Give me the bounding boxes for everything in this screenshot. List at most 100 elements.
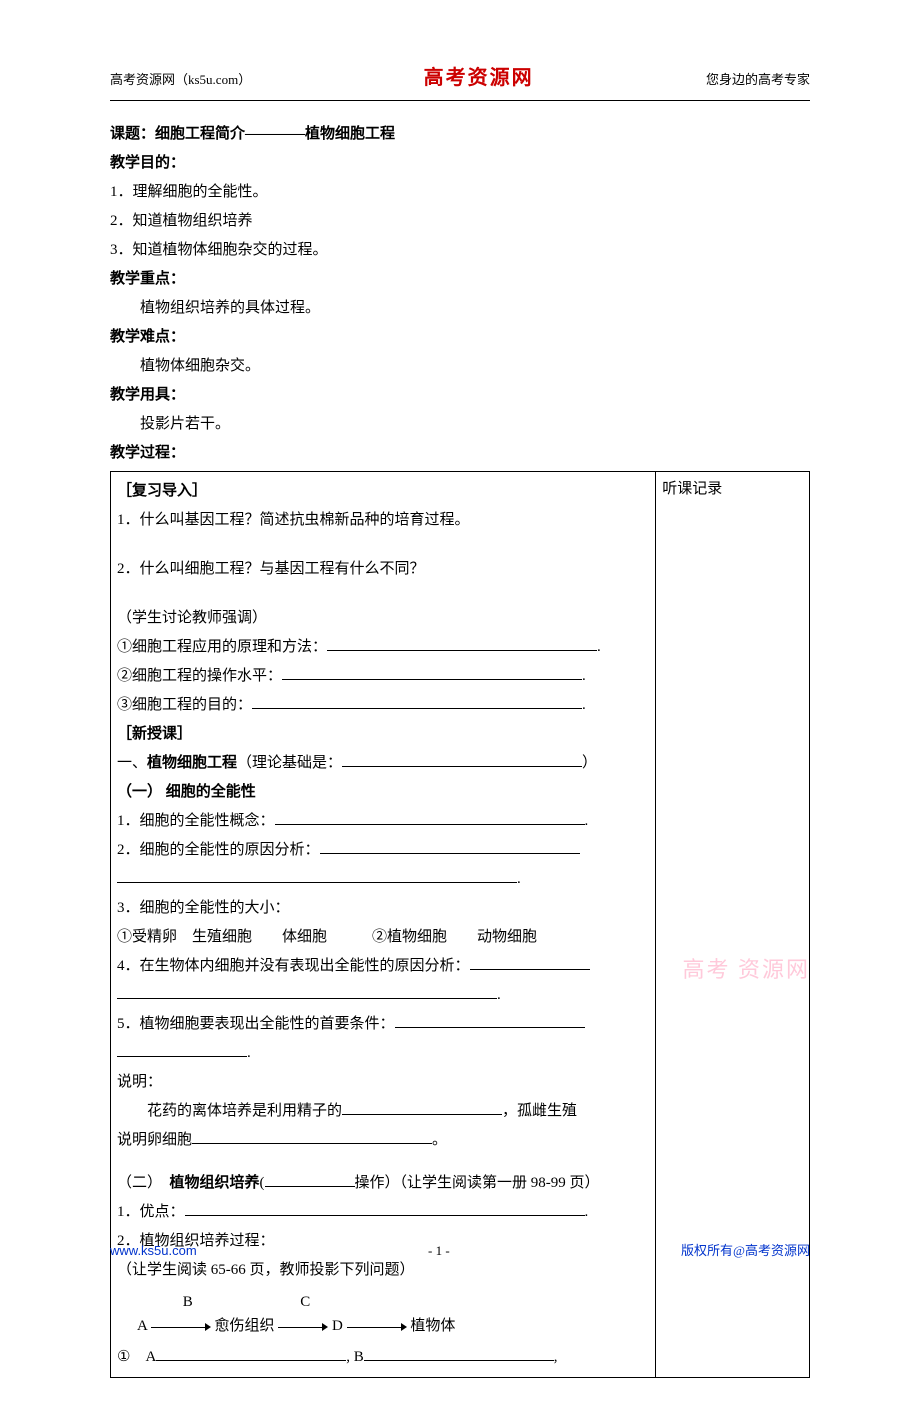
explain2-post: 。 xyxy=(432,1132,447,1148)
arrow-icon xyxy=(347,1319,407,1334)
trailing-comma: , xyxy=(554,1349,558,1365)
explain2-pre: 说明卵细胞 xyxy=(117,1132,192,1148)
p5-text: 5．植物细胞要表现出全能性的首要条件： xyxy=(117,1016,395,1032)
process-label: 教学过程： xyxy=(110,440,810,467)
header-left: 高考资源网（ks5u.com） xyxy=(110,68,251,91)
lesson-title: 课题：细胞工程简介————植物细胞工程 xyxy=(110,121,810,148)
diag-callus: 愈伤组织 xyxy=(215,1318,275,1334)
blank xyxy=(117,1056,247,1057)
discuss-note: （学生讨论教师强调） xyxy=(117,605,649,632)
review-q2: 2．什么叫细胞工程？与基因工程有什么不同？ xyxy=(117,556,649,583)
explain-line: 花药的离体培养是利用精子的 ，孤雌生殖 xyxy=(117,1098,649,1125)
difficulty-label: 教学难点： xyxy=(110,324,810,351)
header-center: 高考资源网 xyxy=(424,60,534,96)
p4: 4．在生物体内细胞并没有表现出全能性的原因分析： xyxy=(117,953,649,980)
header-right: 您身边的高考专家 xyxy=(706,68,810,91)
spacer xyxy=(117,585,649,603)
fill-2-text: ②细胞工程的操作水平： xyxy=(117,668,282,684)
p4-text: 4．在生物体内细胞并没有表现出全能性的原因分析： xyxy=(117,958,470,974)
diag-c: C xyxy=(300,1294,310,1310)
objective-3: 3．知道植物体细胞杂交的过程。 xyxy=(110,237,810,264)
blank xyxy=(252,708,582,709)
fill-3: ③细胞工程的目的：. xyxy=(117,692,649,719)
tools-label: 教学用具： xyxy=(110,382,810,409)
page-footer: www.ks5u.com - 1 - 版权所有@高考资源网 xyxy=(110,1239,810,1262)
p5-cont: . xyxy=(117,1040,649,1067)
diag-plant: 植物体 xyxy=(410,1318,455,1334)
blank xyxy=(156,1360,346,1361)
review-q1: 1．什么叫基因工程？简述抗虫棉新品种的培育过程。 xyxy=(117,507,649,534)
blank xyxy=(265,1186,355,1187)
sec1-2-mid: 操作）（让学生阅读第一册 98-99 页） xyxy=(355,1175,600,1191)
explain-post: ，孤雌生殖 xyxy=(502,1103,577,1119)
sec1-2-bold: 植物组织培养 xyxy=(170,1175,260,1191)
objective-2: 2．知道植物组织培养 xyxy=(110,208,810,235)
blank xyxy=(282,679,582,680)
right-col-title: 听课记录 xyxy=(662,481,722,497)
arrow-icon xyxy=(278,1319,328,1334)
review-title: ［复习导入］ xyxy=(117,478,649,505)
blank xyxy=(395,1027,585,1028)
blank xyxy=(117,882,517,883)
sec1-2-prefix: （二） xyxy=(117,1175,170,1191)
num1-a: ① A xyxy=(117,1349,156,1365)
num1: ① A , B, xyxy=(117,1344,649,1371)
p2: 2．细胞的全能性的原因分析： xyxy=(117,837,649,864)
diag-a: A xyxy=(137,1318,147,1334)
footer-page: - 1 - xyxy=(428,1239,450,1262)
blank xyxy=(342,1114,502,1115)
keypoints-text: 植物组织培养的具体过程。 xyxy=(110,295,810,322)
keypoints-label: 教学重点： xyxy=(110,266,810,293)
diagram-row-flow: A 愈伤组织 D 植物体 xyxy=(137,1314,649,1338)
blank xyxy=(342,766,582,767)
tools-text: 投影片若干。 xyxy=(110,411,810,438)
p5: 5．植物细胞要表现出全能性的首要条件： xyxy=(117,1011,649,1038)
p3: 3．细胞的全能性的大小： xyxy=(117,895,649,922)
spacer xyxy=(117,1156,649,1168)
fill-1: ①细胞工程应用的原理和方法：. xyxy=(117,634,649,661)
blank xyxy=(185,1215,585,1216)
blank xyxy=(192,1143,432,1144)
diag-d: D xyxy=(332,1318,343,1334)
difficulty-text: 植物体细胞杂交。 xyxy=(110,353,810,380)
newlesson-title: ［新授课］ xyxy=(117,721,649,748)
flow-diagram: B C A 愈伤组织 D 植物体 xyxy=(137,1290,649,1338)
objective-1: 1．理解细胞的全能性。 xyxy=(110,179,810,206)
blank xyxy=(470,969,590,970)
page: 高考资源网（ks5u.com） 高考资源网 您身边的高考专家 课题：细胞工程简介… xyxy=(0,0,920,1418)
blank xyxy=(327,650,597,651)
comma-b: , B xyxy=(346,1349,364,1365)
fill-3-text: ③细胞工程的目的： xyxy=(117,697,252,713)
blank xyxy=(364,1360,554,1361)
footer-copyright: 版权所有@高考资源网 xyxy=(681,1239,810,1262)
q1: 1．优点：. xyxy=(117,1199,649,1226)
p3-line: ①受精卵 生殖细胞 体细胞 ②植物细胞 动物细胞 xyxy=(117,924,649,951)
blank xyxy=(117,998,497,999)
sec1-end: ） xyxy=(582,755,597,771)
p1: 1．细胞的全能性概念：. xyxy=(117,808,649,835)
diagram-row-labels: B C xyxy=(137,1290,649,1314)
diag-b: B xyxy=(183,1294,193,1310)
blank xyxy=(275,824,585,825)
p1-text: 1．细胞的全能性概念： xyxy=(117,813,275,829)
footer-url: www.ks5u.com xyxy=(110,1239,197,1262)
objectives-label: 教学目的： xyxy=(110,150,810,177)
sec1-1: （一） 细胞的全能性 xyxy=(117,779,649,806)
fill-2: ②细胞工程的操作水平：. xyxy=(117,663,649,690)
explain2: 说明卵细胞 。 xyxy=(117,1127,649,1154)
arrow-icon xyxy=(151,1319,211,1334)
blank xyxy=(320,853,580,854)
sec1: 一、植物细胞工程（理论基础是：） xyxy=(117,750,649,777)
explain-label: 说明： xyxy=(117,1069,649,1096)
q1-text: 1．优点： xyxy=(117,1204,185,1220)
page-header: 高考资源网（ks5u.com） 高考资源网 您身边的高考专家 xyxy=(110,60,810,101)
sec1-bold: 植物细胞工程 xyxy=(147,755,237,771)
sec1-2-open: ( xyxy=(260,1175,265,1191)
spacer xyxy=(117,536,649,554)
p4-cont: . xyxy=(117,982,649,1009)
sec1-2: （二） 植物组织培养( 操作）（让学生阅读第一册 98-99 页） xyxy=(117,1170,649,1197)
p2-cont: . xyxy=(117,866,649,893)
explain-pre: 花药的离体培养是利用精子的 xyxy=(147,1103,342,1119)
fill-1-text: ①细胞工程应用的原理和方法： xyxy=(117,639,327,655)
sec1-suffix: （理论基础是： xyxy=(237,755,342,771)
